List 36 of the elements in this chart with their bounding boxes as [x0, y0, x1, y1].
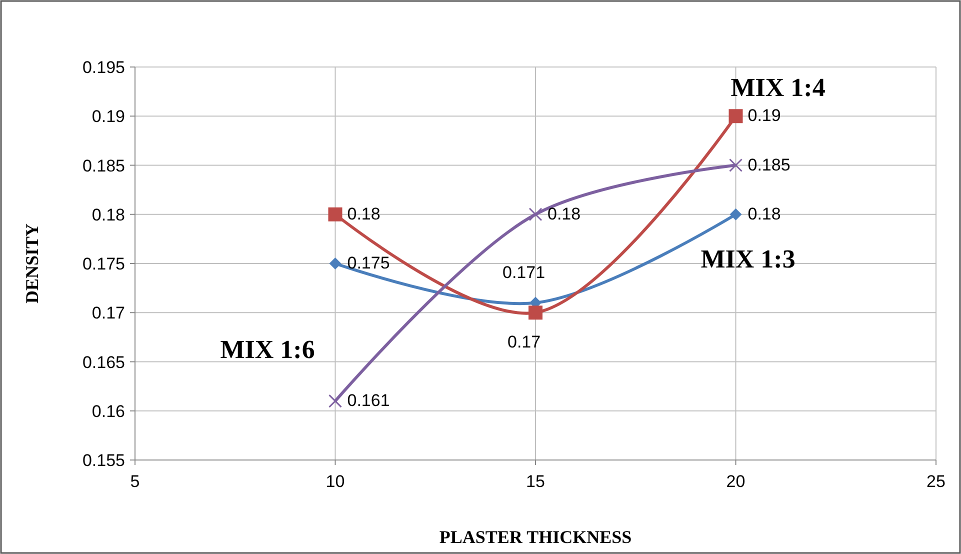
point — [528, 306, 542, 320]
y-tick-label: 0.195 — [82, 58, 125, 77]
series-label: MIX 1:3 — [700, 244, 796, 274]
series-label: MIX 1:6 — [220, 335, 315, 364]
point — [528, 208, 542, 222]
data-label: 0.175 — [347, 254, 390, 272]
x-tick-label: 25 — [926, 472, 946, 491]
data-label: 0.19 — [748, 106, 781, 126]
data-label: 0.18 — [548, 204, 581, 224]
x-tick-label: 5 — [130, 472, 140, 491]
y-axis-title: DENSITY — [22, 223, 42, 304]
x-tick-label: 10 — [326, 472, 345, 491]
data-label: 0.185 — [748, 155, 790, 174]
series-label: MIX 1:4 — [730, 73, 826, 102]
point — [730, 208, 742, 220]
y-tick-label: 0.16 — [92, 402, 125, 421]
x-tick-label: 15 — [526, 472, 545, 491]
data-label: 0.17 — [508, 332, 541, 352]
point — [328, 207, 342, 222]
data-label: 0.161 — [347, 391, 390, 410]
point — [328, 394, 342, 408]
y-tick-label: 0.19 — [92, 107, 125, 126]
x-tick-label: 20 — [726, 472, 746, 491]
y-tick-label: 0.165 — [82, 352, 125, 372]
y-tick-label: 0.18 — [92, 205, 125, 224]
y-tick-label: 0.175 — [82, 254, 125, 274]
data-label: 0.18 — [748, 204, 781, 224]
data-label: 0.171 — [502, 262, 546, 282]
y-tick-label: 0.17 — [92, 304, 125, 323]
data-label: 0.18 — [347, 204, 380, 224]
point — [728, 109, 743, 124]
x-axis-title: PLASTER THICKNESS — [439, 527, 632, 547]
point — [329, 258, 342, 270]
point — [729, 158, 742, 172]
y-tick-label: 0.185 — [82, 156, 125, 176]
y-tick-label: 0.155 — [82, 451, 125, 470]
